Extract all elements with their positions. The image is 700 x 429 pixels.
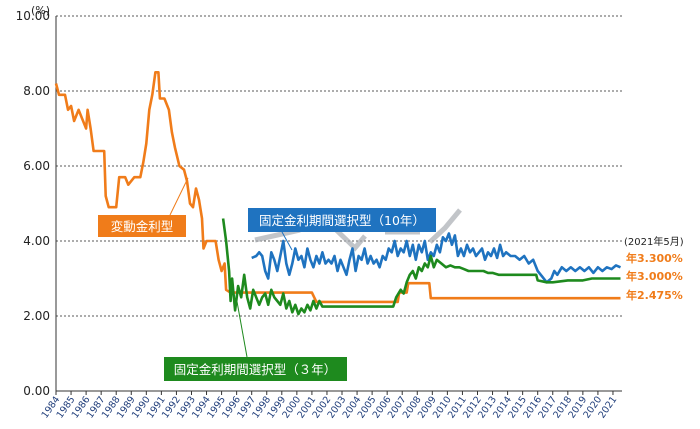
y-tick-label: 6.00 — [23, 159, 50, 173]
callout-line-fixed10 — [281, 231, 293, 251]
label-variable: 変動金利型 — [111, 219, 174, 234]
series-line-fixed10 — [251, 232, 622, 284]
label-box-variable: 変動金利型 — [98, 215, 186, 237]
end-label-variable: 年2.475% — [626, 288, 683, 302]
y-tick-label: 0.00 — [23, 384, 50, 398]
end-label-fixed10: 年3.300% — [626, 251, 683, 265]
label-box-variable-bg — [98, 215, 186, 237]
series-line-fixed3 — [221, 218, 621, 316]
y-unit-label: (%) — [31, 4, 50, 17]
y-tick-label: 10.00 — [16, 9, 50, 23]
label-box-fixed3: 固定金利期間選択型（３年） — [164, 357, 347, 381]
date-note: (2021年5月) — [624, 235, 684, 248]
label-fixed10: 固定金利期間選択型（10年） — [259, 213, 425, 228]
end-label-fixed3: 年3.000% — [626, 269, 683, 283]
label-box-fixed10-bg — [248, 208, 436, 232]
series-layer — [54, 71, 622, 316]
y-tick-label: 8.00 — [23, 84, 50, 98]
label-fixed3: 固定金利期間選択型（３年） — [174, 362, 337, 377]
callout-line-fixed3 — [235, 295, 248, 358]
y-tick-label: 4.00 — [23, 234, 50, 248]
callout-line-variable — [169, 177, 189, 216]
y-tick-label: 2.00 — [23, 309, 50, 323]
label-box-fixed3-bg — [164, 357, 347, 381]
watermark-mark — [428, 208, 462, 244]
label-box-fixed10: 固定金利期間選択型（10年） — [248, 208, 436, 232]
